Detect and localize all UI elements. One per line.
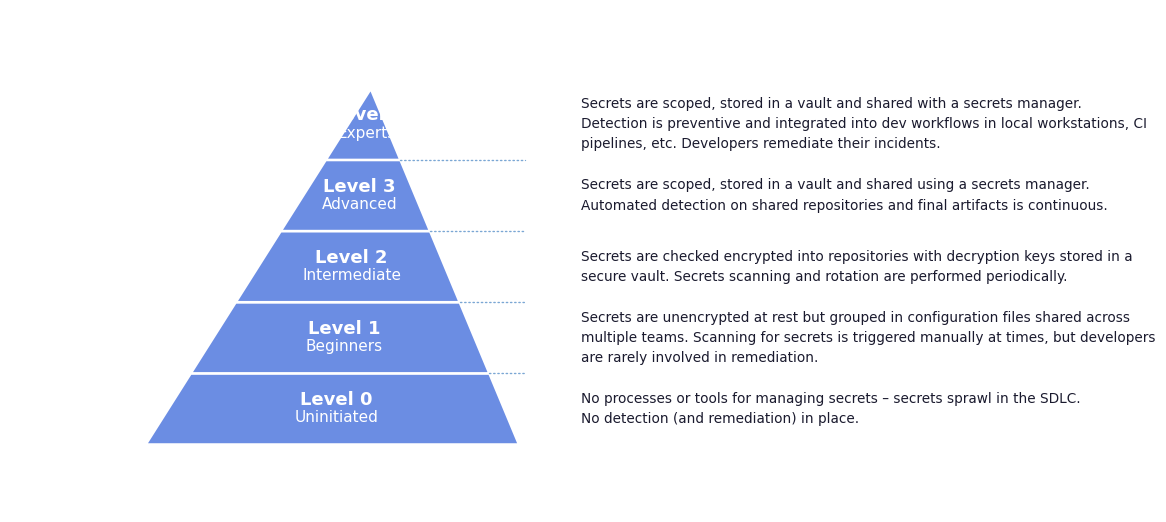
Text: Level 1: Level 1	[308, 320, 380, 338]
Polygon shape	[191, 302, 490, 373]
Polygon shape	[146, 373, 519, 445]
Text: Experts: Experts	[338, 126, 396, 141]
Text: Level 2: Level 2	[315, 249, 388, 267]
Text: Advanced: Advanced	[322, 197, 398, 212]
Text: Secrets are checked encrypted into repositories with decryption keys stored in a: Secrets are checked encrypted into repos…	[582, 250, 1133, 283]
Text: Intermediate: Intermediate	[302, 268, 401, 283]
Text: Secrets are scoped, stored in a vault and shared using a secrets manager.
Automa: Secrets are scoped, stored in a vault an…	[582, 179, 1108, 212]
Text: Beginners: Beginners	[305, 339, 382, 354]
Text: No processes or tools for managing secrets – secrets sprawl in the SDLC.
No dete: No processes or tools for managing secre…	[582, 392, 1081, 426]
Text: Uninitiated: Uninitiated	[294, 410, 378, 425]
Polygon shape	[236, 231, 459, 302]
Text: Level 3: Level 3	[323, 177, 395, 196]
Text: Level 0: Level 0	[300, 391, 372, 409]
Text: Secrets are unencrypted at rest but grouped in configuration files shared across: Secrets are unencrypted at rest but grou…	[582, 311, 1156, 365]
Polygon shape	[325, 89, 400, 160]
Polygon shape	[281, 160, 430, 231]
Text: Secrets are scoped, stored in a vault and shared with a secrets manager.
Detecti: Secrets are scoped, stored in a vault an…	[582, 97, 1147, 151]
Text: Level 4: Level 4	[331, 106, 403, 124]
